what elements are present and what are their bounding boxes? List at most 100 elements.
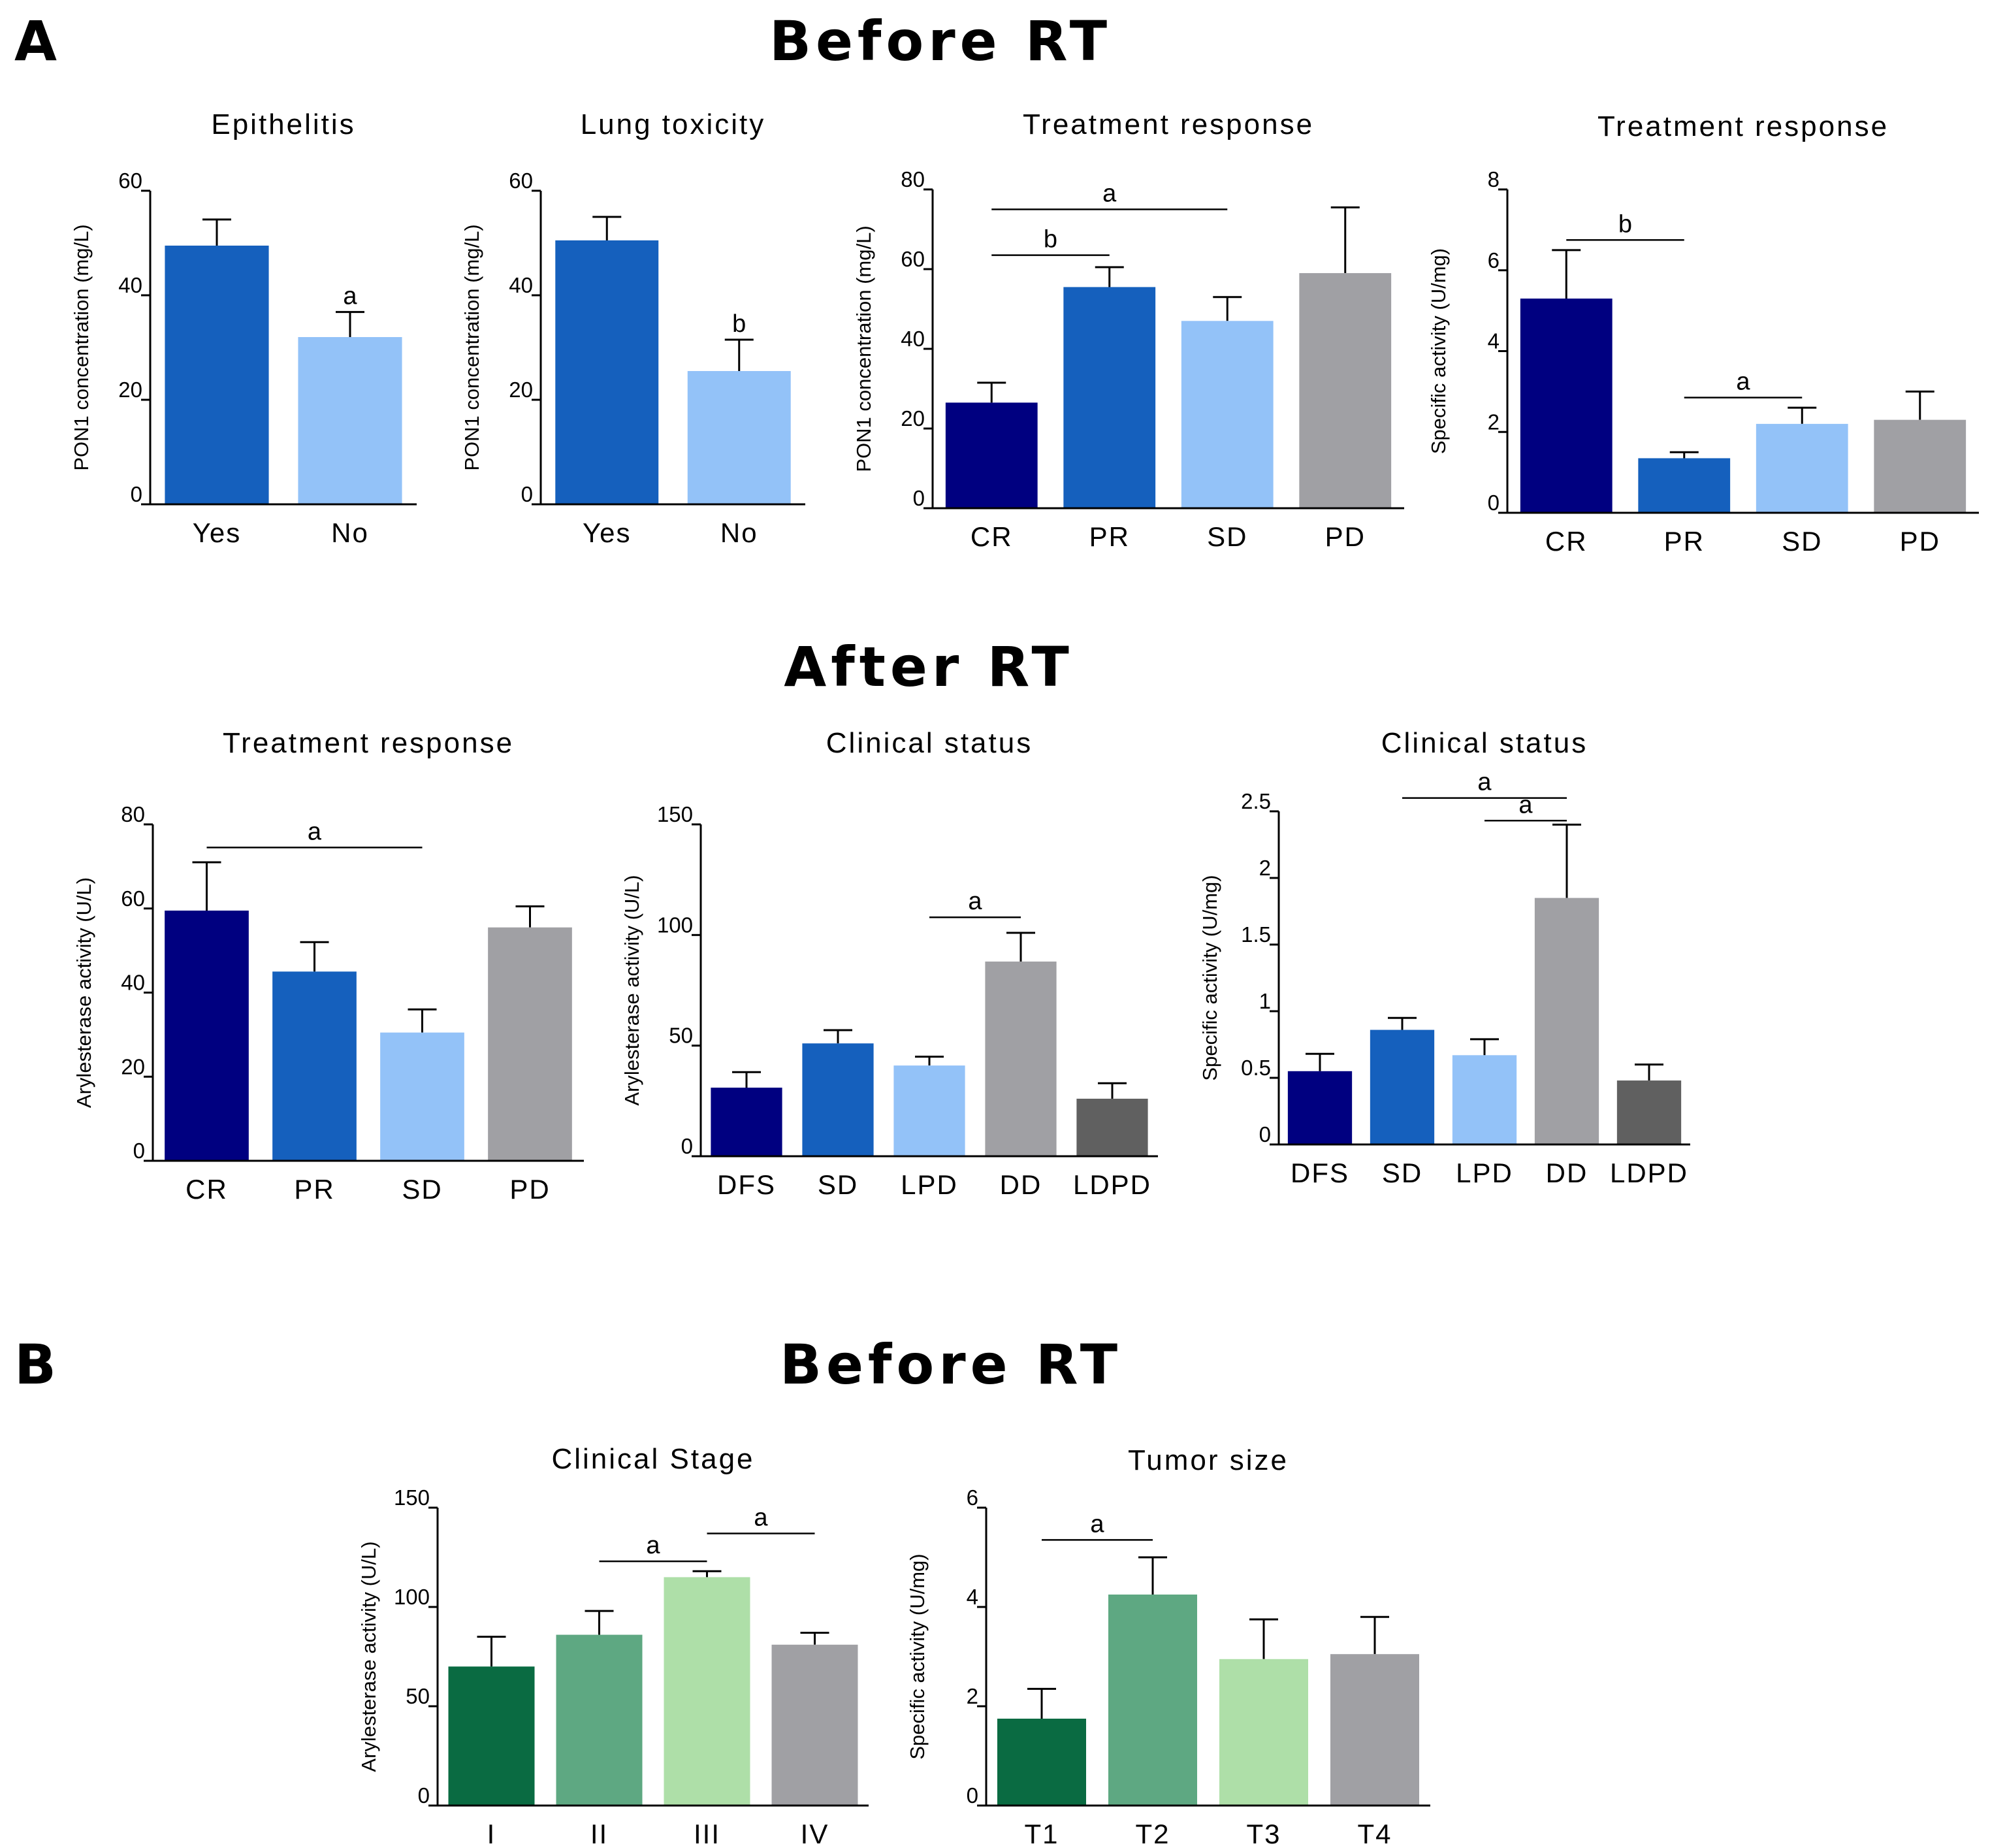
y-axis-label: Specific activity (U/mg) bbox=[1427, 248, 1450, 454]
x-tick-label: T3 bbox=[1246, 1819, 1281, 1848]
x-tick-label: PR bbox=[1664, 526, 1705, 557]
significance-letter: b bbox=[732, 310, 746, 338]
y-tick-label: 50 bbox=[406, 1684, 430, 1708]
bar-t2 bbox=[1108, 1595, 1197, 1806]
x-tick-label: T2 bbox=[1135, 1819, 1170, 1848]
chart-title: Treatment response bbox=[1597, 110, 1889, 142]
x-tick-label: IV bbox=[801, 1819, 829, 1848]
x-tick-label: LDPD bbox=[1073, 1169, 1151, 1200]
bar-dd bbox=[1534, 898, 1599, 1144]
bar-dfs bbox=[711, 1088, 782, 1156]
significance-letter: a bbox=[754, 1504, 768, 1532]
bar-pd bbox=[1299, 273, 1392, 508]
bar-pr bbox=[1638, 458, 1731, 513]
chart-title: Treatment response bbox=[223, 727, 514, 759]
bar-cr bbox=[165, 910, 249, 1161]
x-tick-label: LPD bbox=[901, 1169, 958, 1200]
y-tick-label: 40 bbox=[509, 273, 533, 297]
bar-lpd bbox=[893, 1065, 965, 1156]
x-tick-label: LPD bbox=[1456, 1158, 1513, 1188]
bar-sd bbox=[380, 1032, 464, 1161]
x-tick-label: I bbox=[487, 1819, 496, 1848]
bar-pr bbox=[272, 971, 357, 1161]
y-axis-label: Arylesterase activity (U/L) bbox=[357, 1541, 380, 1772]
significance-letter: a bbox=[308, 818, 322, 845]
y-tick-label: 0 bbox=[913, 486, 925, 510]
significance-letter: a bbox=[1477, 769, 1492, 796]
bar-sd bbox=[1756, 423, 1848, 513]
bar-iv bbox=[771, 1644, 858, 1806]
x-tick-label: PD bbox=[1325, 521, 1366, 552]
y-tick-label: 1.5 bbox=[1241, 922, 1271, 947]
chart-title: Clinical status bbox=[1381, 727, 1588, 759]
x-tick-label: T1 bbox=[1024, 1819, 1059, 1848]
chart-c5: Treatment response Arylesterase activity … bbox=[72, 727, 584, 1205]
bar-ldpd bbox=[1616, 1080, 1682, 1144]
significance-letter: a bbox=[968, 888, 982, 915]
bar-t4 bbox=[1330, 1654, 1419, 1806]
y-tick-label: 40 bbox=[118, 273, 142, 297]
y-tick-label: 0 bbox=[131, 482, 142, 506]
y-axis-label: Arylesterase activity (U/L) bbox=[72, 877, 95, 1108]
y-axis-label: PON1 concentration (mg/L) bbox=[460, 224, 483, 470]
bar-yes bbox=[555, 240, 659, 504]
x-tick-label: Yes bbox=[193, 517, 242, 548]
x-tick-label: PR bbox=[1089, 521, 1130, 552]
bar-yes bbox=[165, 246, 269, 504]
y-tick-label: 0 bbox=[133, 1139, 145, 1163]
y-axis-label: PON1 concentration (mg/L) bbox=[70, 224, 93, 470]
y-tick-label: 4 bbox=[967, 1585, 978, 1609]
x-tick-label: CR bbox=[185, 1174, 228, 1205]
y-tick-label: 60 bbox=[901, 247, 925, 271]
x-tick-label: CR bbox=[1545, 526, 1588, 557]
y-tick-label: 0 bbox=[418, 1783, 430, 1807]
y-tick-label: 2 bbox=[1488, 410, 1500, 434]
y-tick-label: 2 bbox=[1259, 856, 1271, 880]
y-tick-label: 60 bbox=[509, 169, 533, 193]
y-tick-label: 100 bbox=[394, 1585, 430, 1609]
y-axis-label: Arylesterase activity (U/L) bbox=[620, 875, 643, 1105]
chart-title: Lung toxicity bbox=[581, 108, 766, 140]
significance-letter: a bbox=[646, 1532, 660, 1559]
y-tick-label: 20 bbox=[121, 1054, 145, 1078]
y-axis-label: PON1 concentration (mg/L) bbox=[852, 225, 875, 472]
y-tick-label: 2.5 bbox=[1241, 789, 1271, 813]
significance-letter: a bbox=[1736, 368, 1750, 396]
y-tick-label: 80 bbox=[121, 802, 145, 826]
x-tick-label: T4 bbox=[1357, 1819, 1392, 1848]
y-tick-label: 150 bbox=[657, 802, 693, 826]
chart-c7: Clinical status Specific activity (U/mg) D… bbox=[1198, 727, 1690, 1188]
y-tick-label: 0.5 bbox=[1241, 1056, 1271, 1080]
significance-letter: a bbox=[1102, 180, 1117, 208]
y-tick-label: 1 bbox=[1259, 989, 1271, 1013]
significance-letter: a bbox=[1090, 1510, 1104, 1538]
significance-letter: b bbox=[1618, 210, 1632, 238]
x-tick-label: DFS bbox=[1291, 1158, 1349, 1188]
y-tick-label: 0 bbox=[967, 1783, 978, 1807]
bar-no bbox=[298, 337, 402, 504]
y-tick-label: 6 bbox=[967, 1485, 978, 1510]
bar-lpd bbox=[1452, 1055, 1517, 1144]
chart-title: Clinical Stage bbox=[551, 1443, 754, 1475]
bar-dd bbox=[985, 961, 1057, 1156]
bar-ii bbox=[556, 1634, 643, 1806]
y-tick-label: 2 bbox=[967, 1684, 978, 1708]
bar-i bbox=[448, 1666, 535, 1806]
bar-cr bbox=[945, 402, 1038, 508]
x-tick-label: DD bbox=[1000, 1169, 1042, 1200]
x-tick-label: III bbox=[694, 1819, 720, 1848]
significance-letter: b bbox=[1044, 226, 1057, 253]
chart-c6: Clinical status Arylesterase activity (U/… bbox=[620, 727, 1158, 1200]
chart-title: Clinical status bbox=[826, 727, 1033, 759]
bar-pd bbox=[1874, 419, 1966, 513]
y-tick-label: 8 bbox=[1488, 167, 1500, 191]
y-tick-label: 50 bbox=[669, 1024, 693, 1048]
x-tick-label: DFS bbox=[717, 1169, 776, 1200]
chart-title: Tumor size bbox=[1128, 1444, 1289, 1476]
x-tick-label: Yes bbox=[583, 517, 632, 548]
chart-c8: Clinical Stage Arylesterase activity (U/L… bbox=[357, 1443, 869, 1848]
bar-cr bbox=[1520, 299, 1613, 513]
bar-no bbox=[687, 371, 791, 504]
section-title-before-rt-a: Before RT bbox=[769, 9, 1112, 73]
